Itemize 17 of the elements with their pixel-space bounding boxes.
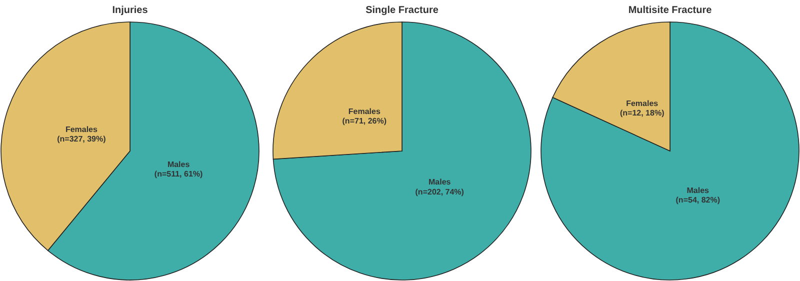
chart-title: Multisite Fracture bbox=[628, 5, 712, 16]
slice-label: Females bbox=[65, 124, 98, 134]
data-label: (n=71, 26%) bbox=[342, 116, 387, 126]
slice-label: Females bbox=[626, 98, 659, 108]
pie-slice bbox=[272, 22, 532, 280]
data-label: (n=511, 61%) bbox=[154, 169, 204, 178]
slice-label: Males bbox=[167, 160, 190, 169]
slice-label: Males bbox=[428, 178, 452, 187]
slice-label: Males bbox=[686, 186, 710, 195]
data-label: (n=12, 18%) bbox=[620, 108, 665, 118]
slice-label: Females bbox=[348, 107, 381, 116]
chart-title: Single Fracture bbox=[366, 5, 439, 16]
data-label: (n=202, 74%) bbox=[415, 187, 464, 196]
chart-title: Injuries bbox=[112, 5, 148, 16]
data-label: (n=54, 82%) bbox=[676, 195, 720, 204]
data-label: (n=327, 39%) bbox=[57, 134, 106, 144]
pie-slice bbox=[540, 22, 800, 280]
